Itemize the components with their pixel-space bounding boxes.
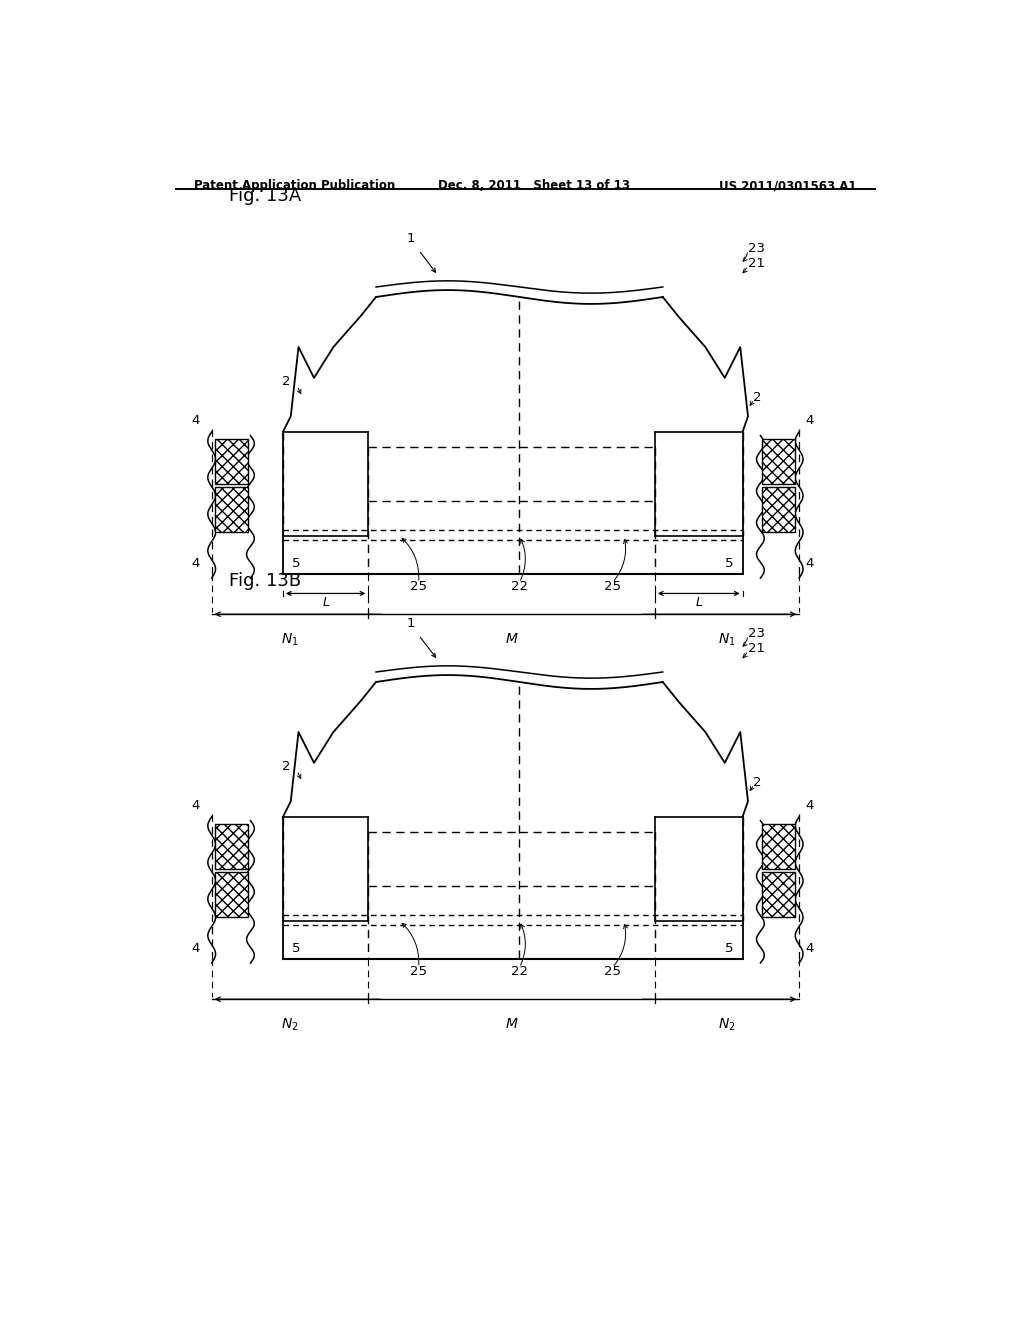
Text: 5: 5 <box>292 942 301 956</box>
Text: 2: 2 <box>754 391 762 404</box>
Text: 2: 2 <box>283 375 291 388</box>
Text: 5: 5 <box>292 557 301 570</box>
Text: 23: 23 <box>748 627 765 640</box>
Text: 21: 21 <box>748 257 765 271</box>
Text: 1: 1 <box>407 616 415 630</box>
Text: 4: 4 <box>190 942 200 956</box>
Text: 5: 5 <box>725 557 733 570</box>
Text: Dec. 8, 2011   Sheet 13 of 13: Dec. 8, 2011 Sheet 13 of 13 <box>438 180 630 193</box>
Text: 25: 25 <box>411 581 427 594</box>
Text: 22: 22 <box>511 581 528 594</box>
Text: $N_1$: $N_1$ <box>282 632 299 648</box>
Bar <box>215 440 248 484</box>
Text: 5: 5 <box>725 942 733 956</box>
Text: 4: 4 <box>805 557 814 570</box>
Bar <box>215 873 248 917</box>
Text: $M$: $M$ <box>505 1016 518 1031</box>
Text: 1: 1 <box>407 231 415 244</box>
Text: $N_1$: $N_1$ <box>718 632 736 648</box>
Text: 4: 4 <box>805 413 814 426</box>
Text: 25: 25 <box>604 965 621 978</box>
Bar <box>762 825 796 869</box>
Text: 25: 25 <box>411 965 427 978</box>
Bar <box>762 487 796 532</box>
Text: $L$: $L$ <box>694 595 702 609</box>
Text: 25: 25 <box>604 581 621 594</box>
Text: 4: 4 <box>805 942 814 956</box>
Text: $N_2$: $N_2$ <box>282 1016 299 1034</box>
Text: 2: 2 <box>283 760 291 774</box>
Text: US 2011/0301563 A1: US 2011/0301563 A1 <box>719 180 856 193</box>
Text: Patent Application Publication: Patent Application Publication <box>194 180 395 193</box>
Text: 4: 4 <box>805 799 814 812</box>
Bar <box>762 440 796 484</box>
Text: Fig. 13A: Fig. 13A <box>228 186 301 205</box>
Text: 23: 23 <box>748 242 765 255</box>
Bar <box>762 873 796 917</box>
Text: 4: 4 <box>190 413 200 426</box>
Text: 4: 4 <box>190 557 200 570</box>
Text: 22: 22 <box>511 965 528 978</box>
Text: 4: 4 <box>190 799 200 812</box>
Text: $L$: $L$ <box>322 595 330 609</box>
Bar <box>215 487 248 532</box>
Text: $M$: $M$ <box>505 632 518 645</box>
Text: 21: 21 <box>748 643 765 656</box>
Bar <box>215 825 248 869</box>
Text: Fig. 13B: Fig. 13B <box>228 572 301 590</box>
Text: $N_2$: $N_2$ <box>718 1016 736 1034</box>
Text: 2: 2 <box>754 776 762 788</box>
